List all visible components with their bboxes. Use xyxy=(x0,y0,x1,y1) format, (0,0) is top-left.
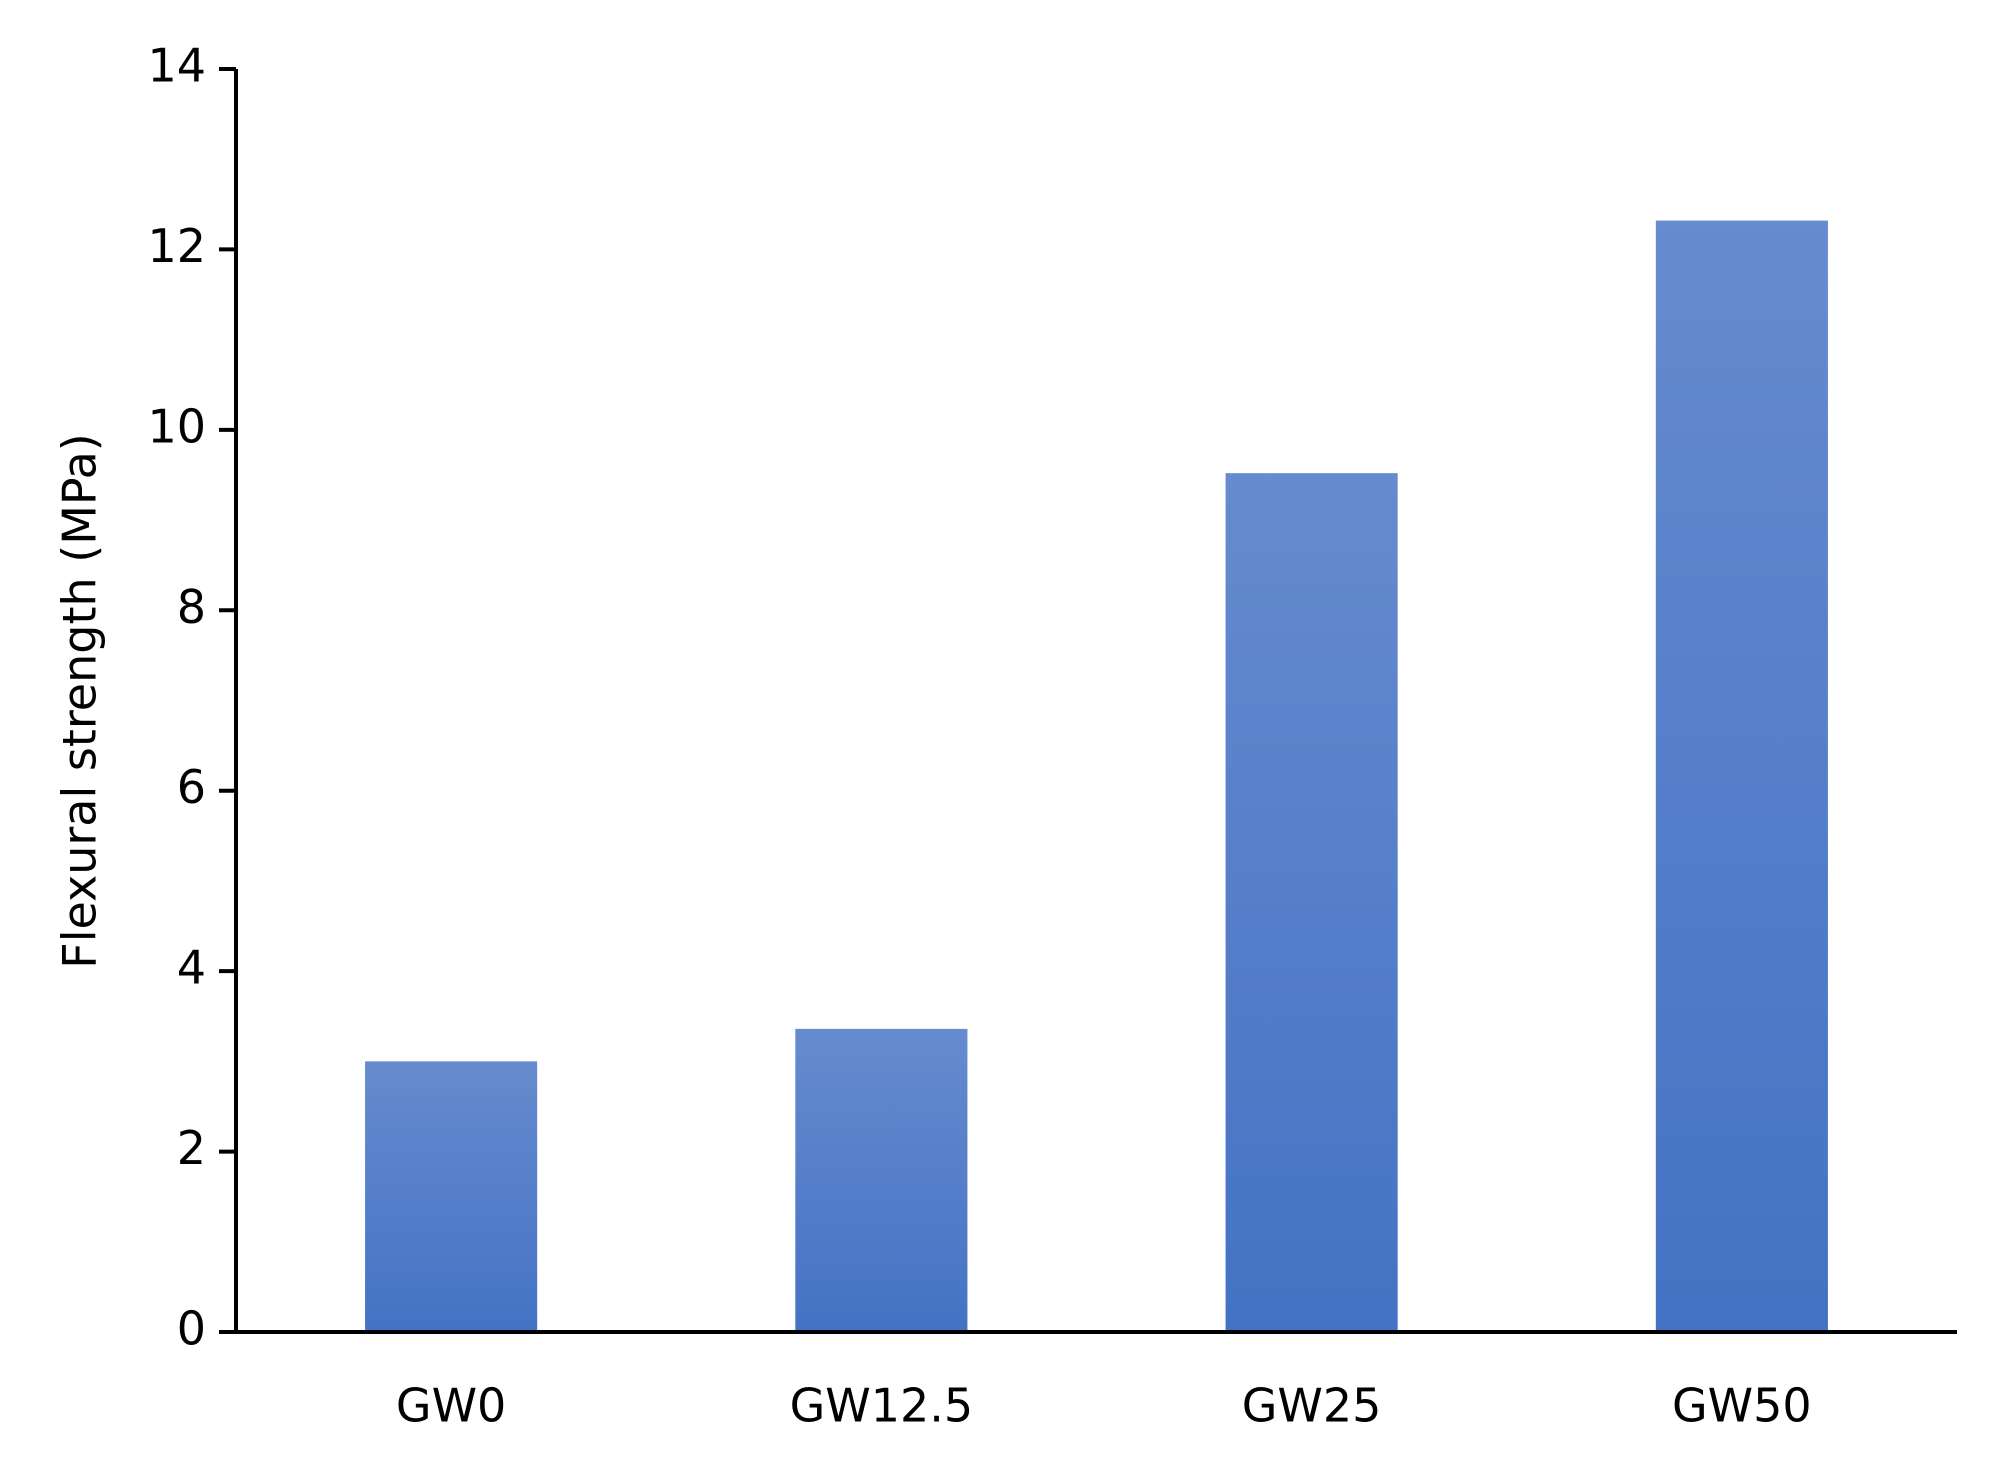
y-tick-label: 10 xyxy=(147,399,206,453)
bar xyxy=(365,1061,538,1332)
y-tick-label: 14 xyxy=(147,39,206,93)
bar xyxy=(795,1028,968,1332)
x-tick-label: GW0 xyxy=(396,1379,506,1433)
bar xyxy=(1225,473,1398,1332)
y-tick-label: 6 xyxy=(177,760,206,814)
y-tick-label: 0 xyxy=(177,1302,206,1356)
x-tick-label: GW12.5 xyxy=(790,1379,974,1433)
y-tick-label: 8 xyxy=(177,580,206,634)
x-tick-label: GW25 xyxy=(1242,1379,1382,1433)
y-tick-label: 12 xyxy=(147,219,206,273)
x-tick-label: GW50 xyxy=(1672,1379,1812,1433)
y-tick-label: 2 xyxy=(177,1121,206,1175)
y-axis-label: Flexural strength (MPa) xyxy=(53,433,107,968)
y-tick-label: 4 xyxy=(177,941,206,995)
bar xyxy=(1655,220,1828,1332)
